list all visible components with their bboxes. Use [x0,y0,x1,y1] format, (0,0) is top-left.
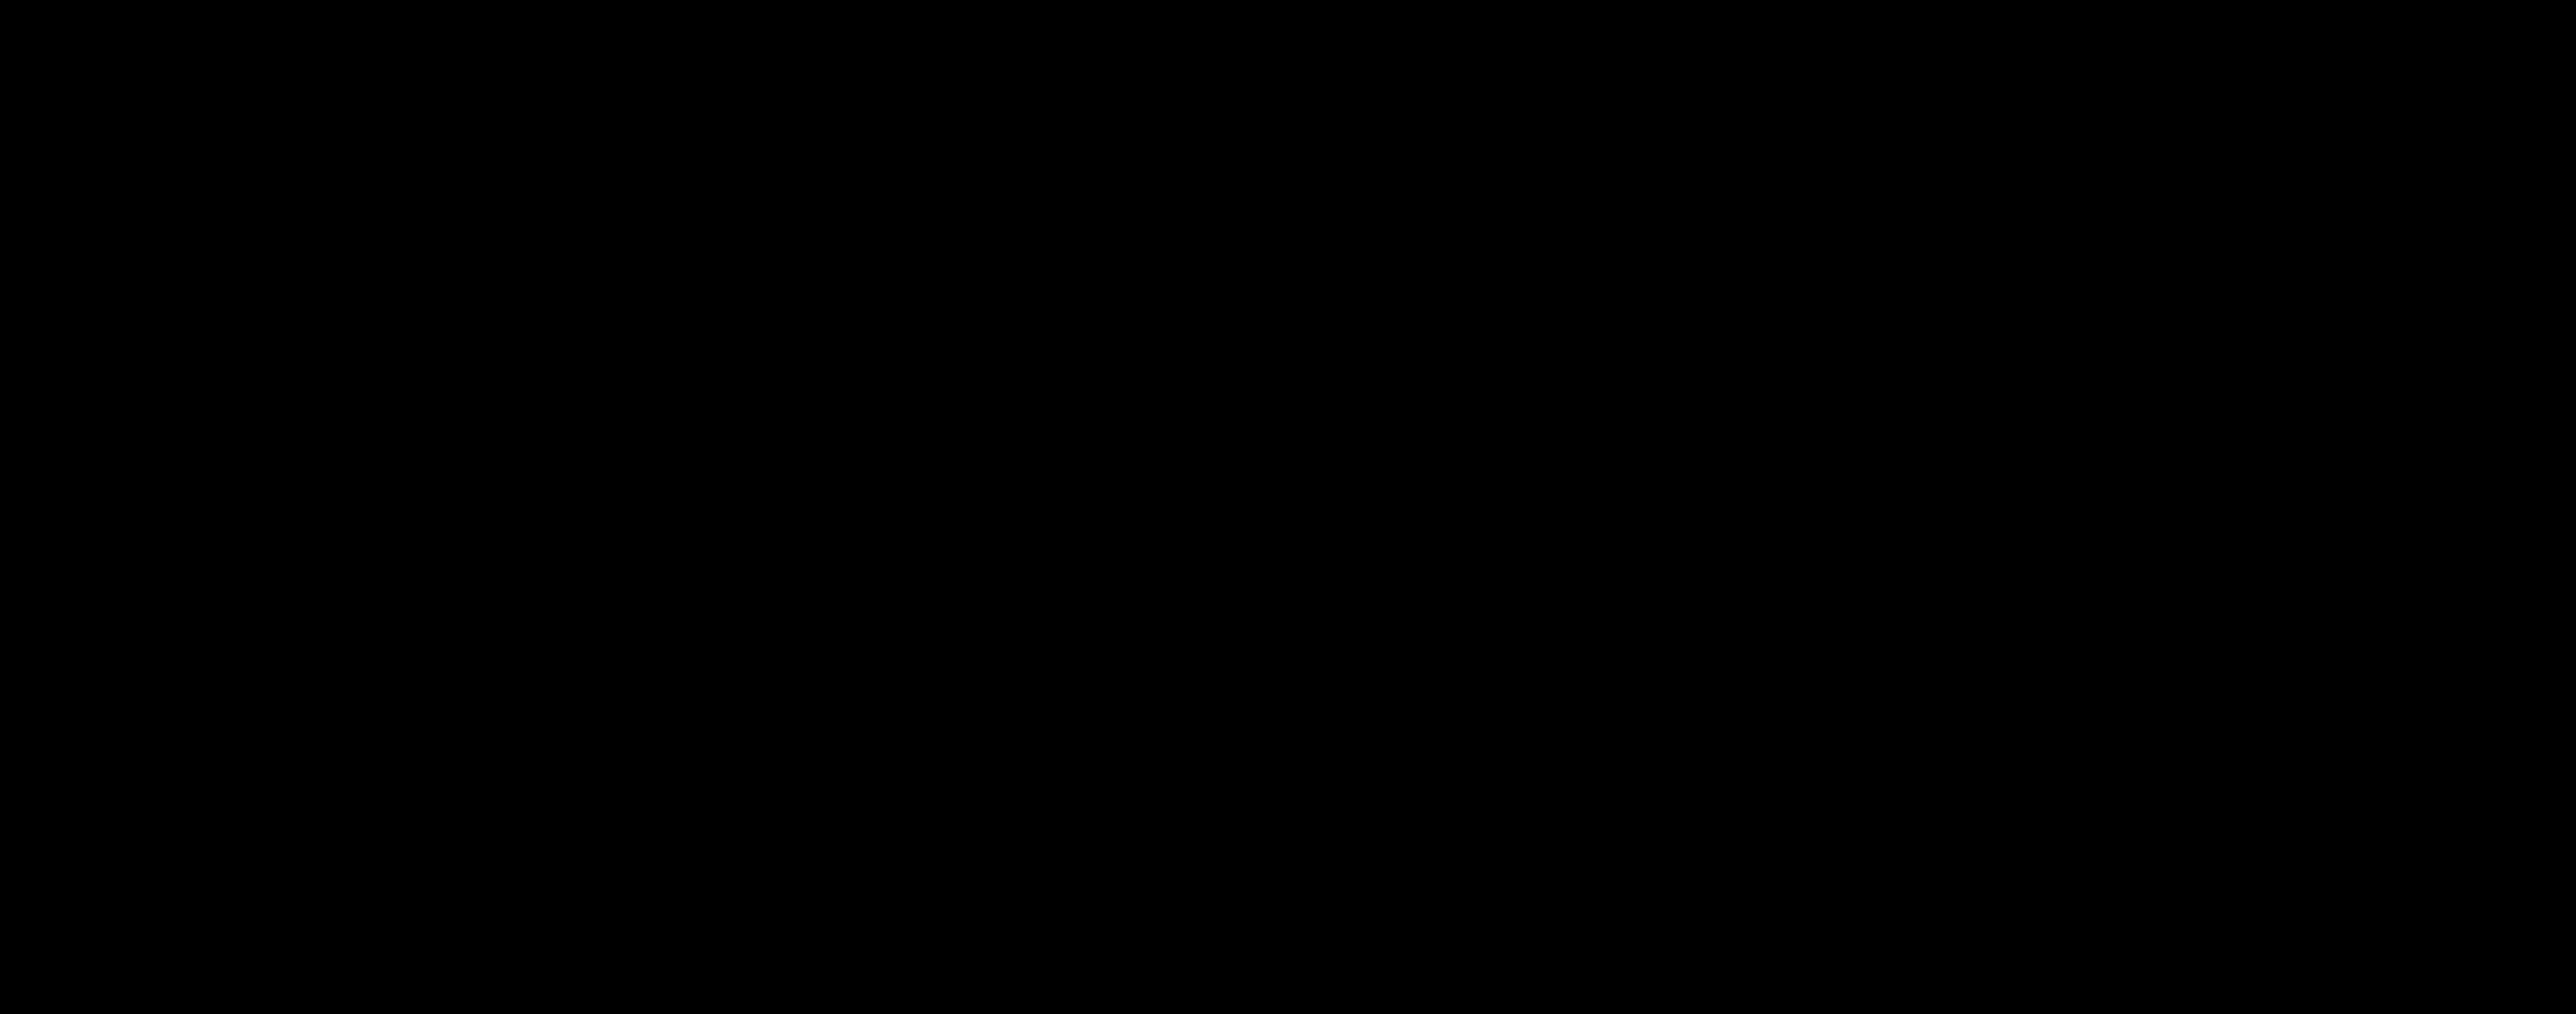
art-stage [0,0,2576,1014]
